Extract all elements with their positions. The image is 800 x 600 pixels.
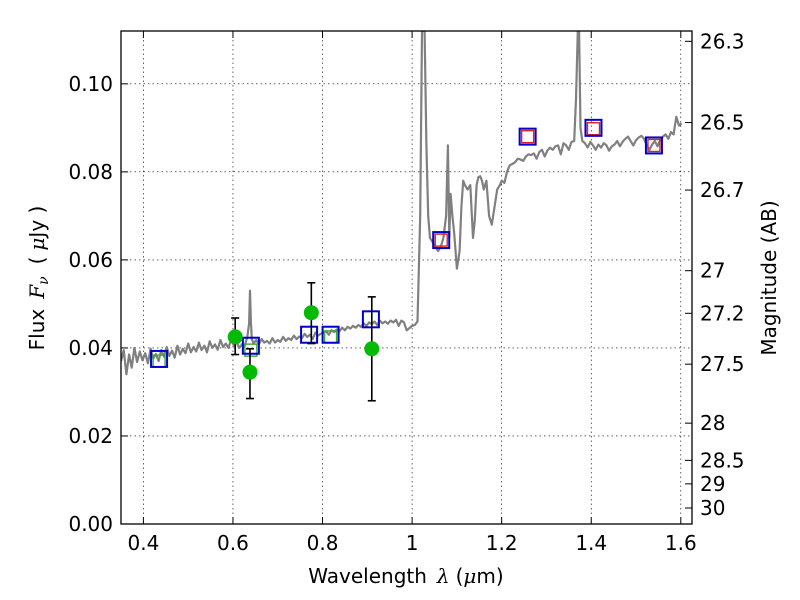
y-tick-label: 0.02 bbox=[68, 424, 113, 448]
x-tick-label: 1 bbox=[406, 531, 419, 555]
magnitude-tick-label: 26.7 bbox=[700, 178, 745, 202]
x-axis-label: Wavelength λ (μm) bbox=[308, 564, 503, 588]
plot-frame bbox=[120, 30, 693, 525]
observed-blue-square bbox=[300, 325, 319, 344]
model-green-square bbox=[244, 343, 258, 357]
data-series bbox=[121, 31, 683, 402]
grid-lines bbox=[121, 31, 692, 524]
observed-blue-square bbox=[584, 118, 603, 137]
y-tick-label: 0.04 bbox=[68, 336, 113, 360]
observed-green-point bbox=[227, 329, 243, 345]
y-tick-label: 0.06 bbox=[68, 248, 113, 272]
model-red-square bbox=[520, 129, 535, 144]
axis-ticks: 0.4 0.6 0.8 1 1.2 1.4 1.6 0.00 0.02 0.04 0.06 0.08 0… bbox=[68, 29, 744, 555]
y-tick-label: 0.10 bbox=[68, 72, 113, 96]
x-tick-label: 1.6 bbox=[665, 531, 697, 555]
magnitude-tick-label: 26.5 bbox=[700, 111, 745, 135]
observed-blue-square bbox=[644, 136, 663, 155]
observed-green-point bbox=[303, 305, 319, 321]
observed-green-point bbox=[364, 341, 380, 357]
magnitude-axis-label: Magnitude (AB) bbox=[757, 200, 781, 355]
observed-blue-square bbox=[150, 349, 169, 368]
observed-blue-square bbox=[241, 336, 260, 355]
magnitude-tick-label: 28 bbox=[700, 411, 725, 435]
magnitude-tick-label: 27 bbox=[700, 259, 725, 283]
y-tick-label: 0.00 bbox=[68, 512, 113, 536]
x-tick-label: 0.4 bbox=[127, 531, 159, 555]
x-tick-label: 0.6 bbox=[217, 531, 249, 555]
magnitude-tick-label: 26.3 bbox=[700, 29, 745, 53]
model-red-square bbox=[434, 233, 448, 247]
model-red-square bbox=[586, 122, 601, 136]
x-tick-label: 0.8 bbox=[307, 531, 339, 555]
x-tick-label: 1.2 bbox=[486, 531, 518, 555]
magnitude-tick-label: 30 bbox=[700, 496, 725, 520]
model-red-square bbox=[647, 138, 661, 153]
y-tick-label: 0.08 bbox=[68, 160, 113, 184]
magnitude-tick-label: 27.5 bbox=[700, 352, 745, 376]
observed-blue-square bbox=[361, 310, 380, 329]
observed-blue-square bbox=[432, 231, 451, 250]
observed-green-point bbox=[242, 364, 258, 380]
magnitude-tick-label: 27.2 bbox=[700, 301, 745, 325]
magnitude-tick-label: 28.5 bbox=[700, 448, 745, 472]
spectrum-line bbox=[121, 31, 683, 376]
observed-blue-square bbox=[321, 325, 340, 344]
magnitude-tick-label: 29 bbox=[700, 472, 725, 496]
y-axis-label: FluxFν(μJy ) bbox=[25, 206, 52, 351]
observed-blue-square bbox=[518, 127, 537, 146]
x-tick-label: 1.4 bbox=[575, 531, 607, 555]
